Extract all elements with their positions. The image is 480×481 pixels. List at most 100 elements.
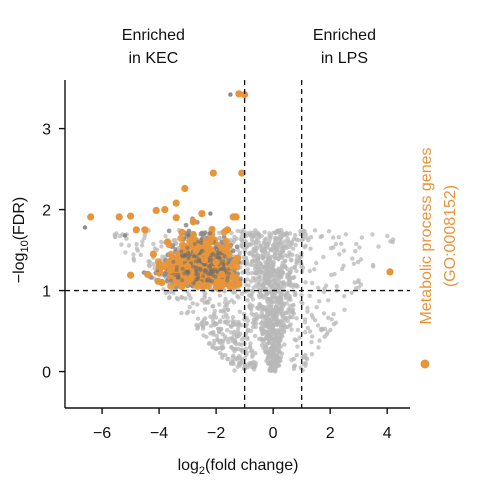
gene-point xyxy=(323,283,329,288)
gene-point xyxy=(342,294,347,299)
gene-point-overlap xyxy=(221,259,225,264)
gene-point xyxy=(331,235,336,240)
gene-point xyxy=(248,341,253,346)
gene-point xyxy=(303,243,308,248)
gene-point xyxy=(151,241,156,247)
gene-point xyxy=(259,320,264,326)
metabolic-gene-point xyxy=(172,214,180,222)
gene-point xyxy=(186,292,192,298)
gene-point xyxy=(245,271,251,276)
gene-point xyxy=(142,232,148,237)
gene-point xyxy=(280,314,285,319)
gene-point xyxy=(332,271,337,277)
gene-point xyxy=(232,368,237,373)
gene-point xyxy=(358,282,364,287)
metabolic-gene-point xyxy=(87,213,95,221)
gene-point-overlap xyxy=(218,256,223,261)
gene-point xyxy=(256,275,261,280)
metabolic-gene-point xyxy=(186,274,195,282)
gene-point xyxy=(175,297,181,302)
gene-point xyxy=(216,230,222,235)
metabolic-gene-point xyxy=(241,91,249,99)
metabolic-gene-point xyxy=(167,250,175,258)
metabolic-gene-point xyxy=(152,206,160,214)
gene-point xyxy=(287,310,292,315)
gene-point xyxy=(278,344,283,349)
gene-point xyxy=(297,335,302,340)
gene-point xyxy=(163,234,168,239)
gene-point xyxy=(237,309,243,314)
metabolic-gene-point xyxy=(212,258,220,266)
gene-point xyxy=(290,252,295,257)
gene-point xyxy=(269,368,274,373)
gene-point xyxy=(271,230,276,235)
gene-point xyxy=(263,250,268,255)
gene-point xyxy=(265,257,271,262)
gene-point xyxy=(201,333,206,338)
gene-point xyxy=(267,234,272,239)
gene-point xyxy=(232,329,237,334)
gene-point-overlap xyxy=(196,272,201,277)
metabolic-gene-point xyxy=(208,225,216,233)
gene-point xyxy=(271,331,276,336)
metabolic-gene-point xyxy=(233,254,242,262)
gene-point xyxy=(319,234,325,239)
gene-point xyxy=(350,256,355,261)
gene-point-outlier xyxy=(122,233,128,238)
gene-point xyxy=(287,244,292,250)
gene-point-overlap xyxy=(169,278,173,283)
gene-point xyxy=(275,322,280,328)
annotation-enriched-kec-line-2: in KEC xyxy=(128,50,178,67)
gene-point xyxy=(287,282,292,287)
gene-point-overlap xyxy=(206,272,211,277)
gene-point xyxy=(270,261,276,267)
gene-point xyxy=(152,246,158,251)
gene-point xyxy=(259,337,264,342)
gene-point xyxy=(204,321,209,326)
gene-point xyxy=(273,354,279,359)
gene-point xyxy=(248,279,254,284)
gene-point xyxy=(356,278,361,283)
gene-point xyxy=(251,312,256,318)
gene-point xyxy=(211,313,216,319)
gene-point xyxy=(258,244,263,249)
gene-point xyxy=(292,264,297,270)
gene-point xyxy=(303,280,308,285)
gene-point xyxy=(295,284,300,289)
gene-point xyxy=(263,289,268,294)
gene-point xyxy=(254,321,259,326)
gene-point-overlap xyxy=(199,238,203,242)
gene-point-overlap xyxy=(209,262,214,267)
gene-point xyxy=(285,275,290,280)
gene-point-overlap xyxy=(202,268,207,273)
gene-point xyxy=(234,333,239,338)
gene-point xyxy=(331,311,336,317)
gene-point xyxy=(261,264,266,269)
gene-point xyxy=(355,259,361,265)
gene-point xyxy=(259,247,264,253)
x-tick-label: −6 xyxy=(93,425,111,442)
gene-point xyxy=(295,327,301,333)
gene-point xyxy=(257,290,263,295)
x-tick-label: −2 xyxy=(207,425,225,442)
gene-point xyxy=(351,261,357,266)
gene-point xyxy=(307,293,312,299)
gene-point xyxy=(266,350,271,355)
gene-point xyxy=(217,235,222,240)
gene-point xyxy=(160,254,165,259)
gene-point xyxy=(291,282,296,287)
gene-point xyxy=(251,246,256,251)
gene-point xyxy=(254,230,260,235)
gene-point xyxy=(229,298,234,303)
metabolic-gene-point xyxy=(228,262,236,270)
gene-point xyxy=(277,308,282,313)
metabolic-gene-point xyxy=(144,270,152,278)
gene-point xyxy=(191,309,196,315)
gene-point xyxy=(263,236,269,241)
annotation-enriched-lps-line-1: Enriched xyxy=(313,27,376,44)
gene-point xyxy=(294,253,300,259)
gene-point-overlap xyxy=(186,233,191,238)
gene-point xyxy=(242,335,247,340)
legend-line-1: Metabolic process genes xyxy=(418,148,435,325)
gene-point xyxy=(201,317,206,323)
